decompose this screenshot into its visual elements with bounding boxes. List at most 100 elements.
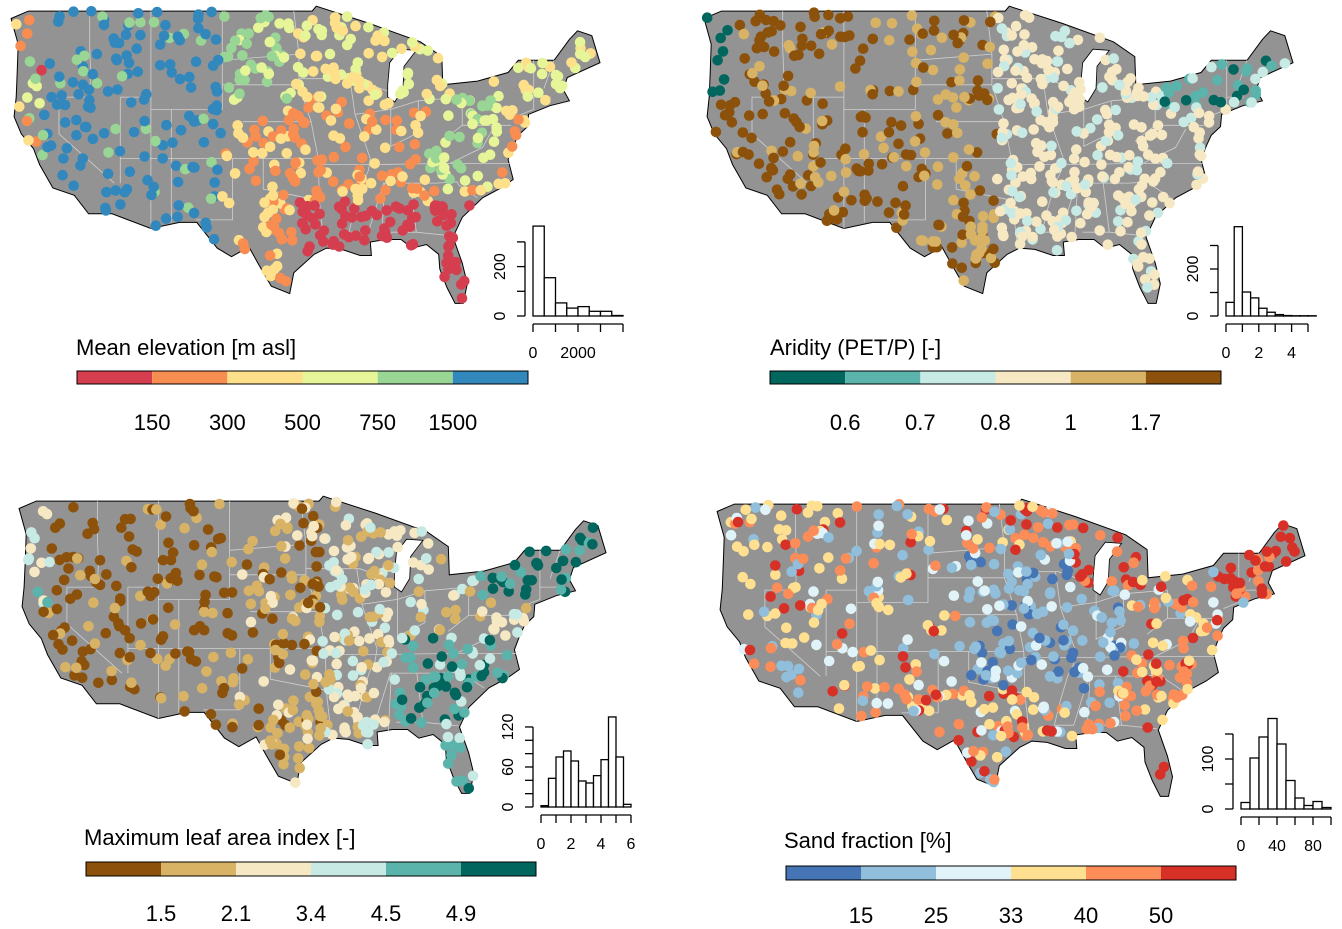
catchment-point (928, 625, 940, 637)
catchment-point (487, 113, 499, 125)
catchment-point (1092, 150, 1103, 161)
histogram-bar (1249, 757, 1260, 810)
catchment-point (409, 625, 421, 636)
catchment-point (1124, 150, 1135, 161)
catchment-point (826, 170, 837, 182)
catchment-point (1266, 60, 1277, 72)
catchment-point (190, 656, 202, 667)
catchment-point (867, 33, 879, 45)
catchment-point (1016, 657, 1027, 669)
catchment-point (414, 681, 426, 693)
catchment-point (738, 28, 750, 40)
catchment-point (295, 167, 307, 179)
catchment-point (758, 606, 770, 618)
catchment-point (1048, 72, 1059, 83)
catchment-point (201, 666, 212, 677)
catchment-point (114, 647, 126, 659)
catchment-point (78, 66, 89, 77)
catchment-point (315, 164, 327, 176)
catchment-point (1027, 231, 1038, 243)
catchment-point (359, 234, 370, 246)
catchment-point (754, 9, 766, 21)
catchment-point (1187, 632, 1199, 644)
catchment-point (341, 78, 353, 89)
catchment-point (456, 658, 468, 670)
catchment-point (343, 635, 355, 646)
catchment-point (472, 170, 484, 182)
catchment-point (215, 127, 226, 139)
catchment-point (884, 539, 896, 551)
catchment-point (294, 540, 305, 551)
catchment-point (1135, 227, 1147, 238)
catchment-point (1022, 215, 1033, 227)
catchment-point (372, 30, 384, 41)
catchment-point (188, 116, 200, 127)
legend-frame (85, 861, 537, 877)
catchment-point (261, 265, 273, 277)
catchment-point (125, 97, 137, 108)
y-tick-label: 200 (492, 253, 509, 280)
catchment-point (782, 173, 794, 185)
catchment-points (701, 7, 1291, 293)
catchment-point (44, 58, 56, 69)
legend-swatch (770, 371, 846, 384)
catchment-point (1280, 556, 1292, 567)
catchment-point (754, 61, 765, 72)
catchment-point (376, 51, 388, 63)
catchment-point (1100, 104, 1111, 116)
catchment-point (782, 660, 794, 672)
catchment-point (870, 17, 881, 29)
catchment-point (725, 529, 737, 541)
catchment-point (775, 510, 787, 521)
catchment-point (1006, 169, 1017, 181)
catchment-point (226, 630, 238, 641)
legend-break-label: 33 (999, 903, 1023, 928)
catchment-point (454, 732, 466, 744)
catchment-point (1035, 549, 1047, 561)
catchment-point (212, 164, 223, 176)
catchment-point (383, 560, 394, 571)
legend-break-label: 300 (209, 410, 246, 435)
catchment-point (1010, 20, 1022, 32)
catchment-point (1126, 206, 1137, 217)
catchment-point (823, 655, 835, 667)
catchment-point (953, 719, 965, 730)
catchment-point (379, 99, 391, 110)
legend-swatch (152, 371, 228, 384)
catchment-point (1171, 80, 1183, 92)
catchment-point (331, 609, 343, 621)
catchment-point (320, 676, 332, 688)
catchment-point (328, 66, 340, 78)
catchment-point (1127, 576, 1139, 588)
map (18, 495, 607, 794)
state-border (269, 648, 327, 691)
catchment-point (1123, 161, 1134, 173)
catchment-point (237, 132, 249, 143)
catchment-point (443, 639, 455, 651)
catchment-point (1109, 650, 1120, 661)
catchment-point (1136, 180, 1148, 191)
catchment-point (942, 128, 953, 139)
catchment-point (816, 115, 828, 127)
catchment-point (237, 569, 248, 580)
catchment-point (217, 191, 228, 202)
catchment-point (106, 674, 118, 686)
catchment-point (484, 635, 496, 646)
catchment-point (414, 702, 425, 713)
catchment-point (400, 652, 411, 663)
catchment-point (313, 91, 325, 102)
catchment-point (93, 677, 104, 689)
catchment-point (1168, 689, 1180, 700)
catchment-point (223, 197, 235, 209)
catchment-point (1106, 576, 1118, 587)
catchment-point (1143, 649, 1154, 660)
catchment-point (208, 651, 219, 663)
catchment-point (1114, 167, 1125, 178)
catchment-point (207, 103, 219, 115)
catchment-point (998, 118, 1009, 129)
catchment-point (1068, 153, 1080, 164)
catchment-point (124, 651, 136, 663)
catchment-point (464, 586, 476, 597)
catchment-point (463, 783, 475, 794)
catchment-point (1208, 597, 1219, 608)
